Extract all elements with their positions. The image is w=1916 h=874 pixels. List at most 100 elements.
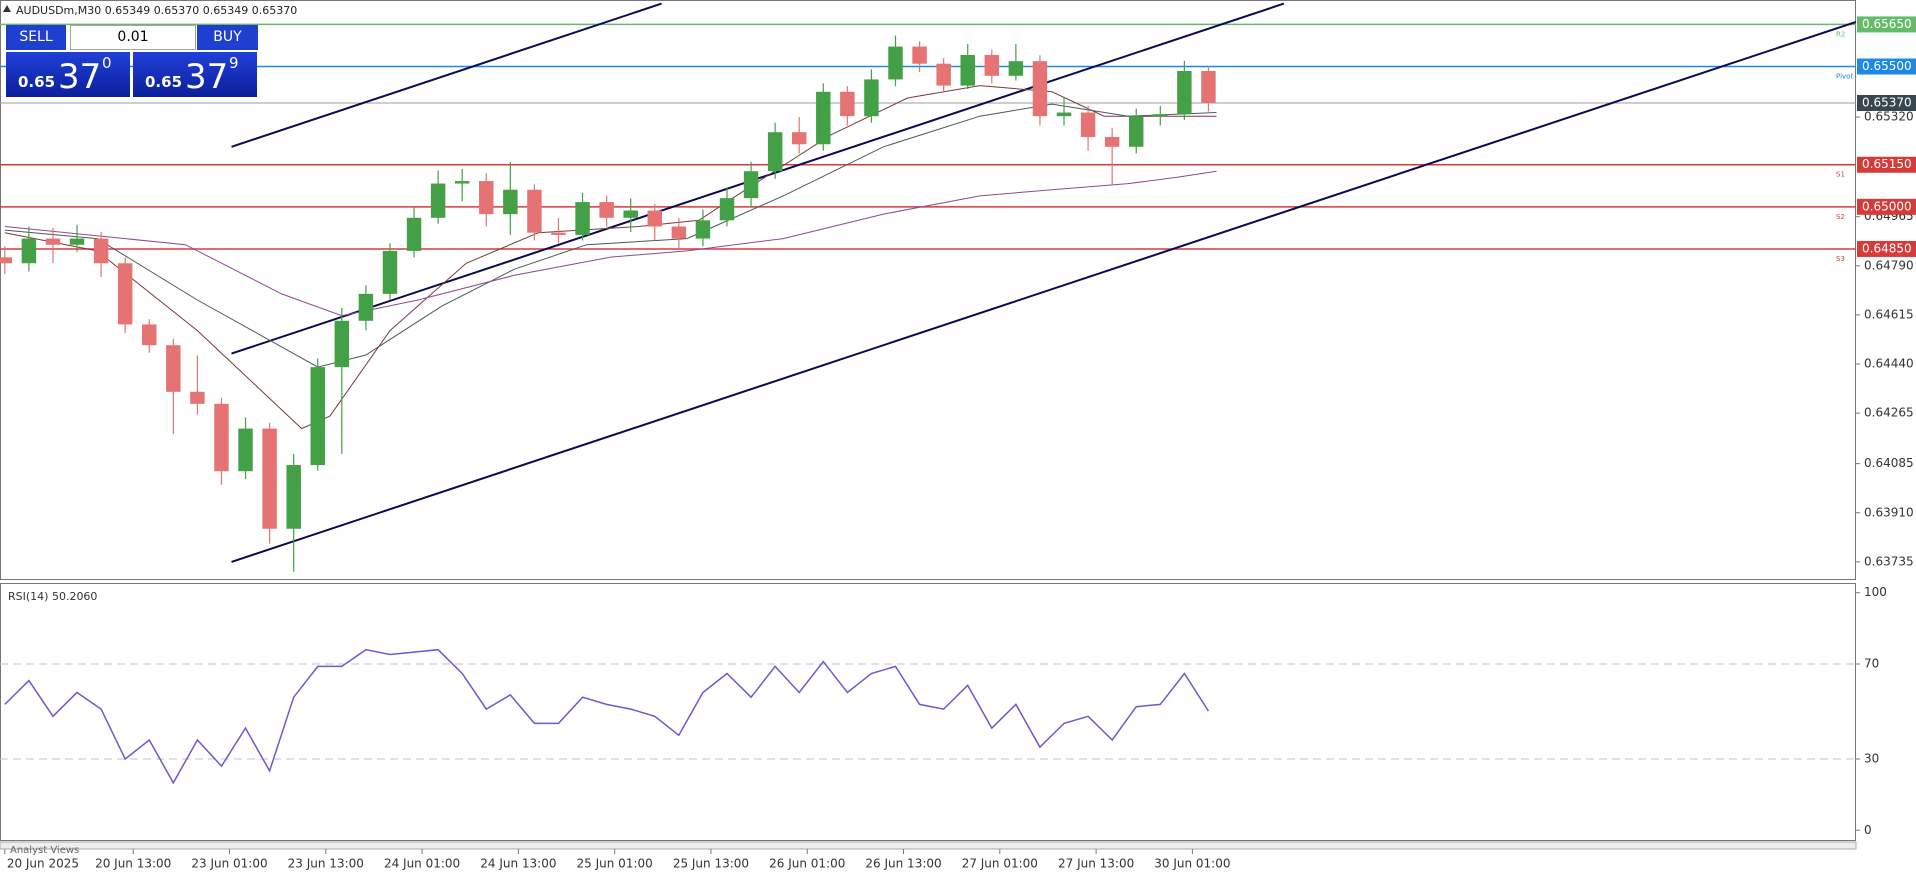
y-tick-label: 0.64085: [1864, 456, 1914, 470]
level-label-box: [1857, 156, 1916, 173]
candle-body: [454, 181, 470, 184]
candle-body: [142, 324, 157, 346]
trend-line: [231, 20, 1856, 563]
price-sup: 0: [102, 54, 112, 72]
x-tick-label: 20 Jun 2025: [7, 857, 79, 871]
candle-body: [69, 238, 85, 245]
candle-body: [310, 367, 325, 466]
y-tick-label: 0.64790: [1864, 258, 1914, 272]
candle-body: [743, 171, 759, 199]
current-price-box: [1857, 95, 1916, 112]
price-big: 37: [185, 57, 229, 97]
candle-body: [1056, 112, 1072, 117]
x-tick-label: 25 Jun 01:00: [577, 857, 653, 871]
level-tag: S1: [1836, 171, 1845, 179]
moving-average: [4, 170, 1217, 317]
sell-price[interactable]: 0.65 37 0: [6, 52, 130, 97]
level-tag: R2: [1836, 30, 1845, 38]
price-small: 0.65: [145, 73, 183, 91]
candle-body: [767, 132, 783, 172]
candle-body: [430, 183, 446, 218]
x-tick-label: 24 Jun 01:00: [384, 857, 460, 871]
x-tick-label: 20 Jun 13:00: [95, 857, 171, 871]
rsi-pane-border: [0, 583, 1856, 841]
level-label-box: [1857, 240, 1916, 257]
trend-line: [231, 2, 662, 148]
x-tick-label: 30 Jun 01:00: [1154, 857, 1230, 871]
candle-body: [527, 189, 542, 233]
trade-panel: SELL 0.01 BUY 0.65 37 0 0.65 37 9: [6, 25, 258, 97]
candle-body: [864, 79, 879, 117]
candle-body: [1104, 136, 1120, 147]
footer-tab: [0, 841, 1857, 850]
candle-body: [960, 55, 975, 86]
candle-body: [1032, 61, 1048, 117]
candle-body: [1008, 61, 1024, 76]
buy-button[interactable]: BUY: [197, 25, 258, 50]
candle-body: [45, 238, 61, 245]
y-tick-label: 0.63735: [1864, 554, 1914, 568]
candle-body: [912, 46, 927, 64]
y-tick-label: 0.64440: [1864, 357, 1914, 371]
level-label: 0.65150: [1862, 157, 1912, 171]
candle-body: [1080, 112, 1096, 137]
axes: 0.653200.649650.647900.646150.644400.642…: [4, 16, 1916, 871]
price-big: 37: [58, 57, 102, 97]
price-plot: R2 Pivot S1 S2 S3: [0, 2, 1856, 572]
candle-body: [1129, 116, 1144, 147]
x-tick-label: 24 Jun 13:00: [480, 857, 556, 871]
footer-label: Analyst Views: [10, 845, 79, 856]
rsi-plot: [0, 648, 1856, 785]
candle-body: [190, 391, 205, 404]
candle-body: [936, 63, 951, 86]
moving-average: [4, 85, 1217, 430]
chart-header: AUDUSDm,M30 0.65349 0.65370 0.65349 0.65…: [16, 4, 297, 17]
x-tick-label: 26 Jun 13:00: [865, 857, 941, 871]
price-small: 0.65: [18, 73, 56, 91]
candle-body: [551, 232, 566, 235]
level-label-box: [1857, 198, 1916, 215]
candle-body: [1201, 71, 1216, 104]
candle-body: [93, 238, 109, 264]
lot-input[interactable]: 0.01: [70, 25, 196, 50]
y-tick-label: 30: [1864, 752, 1879, 766]
candle-body: [984, 55, 1000, 76]
candle-body: [479, 181, 494, 215]
buy-price[interactable]: 0.65 37 9: [133, 52, 257, 97]
price-pane-border: [0, 0, 1856, 580]
level-label-box: [1857, 16, 1916, 33]
level-label: 0.65500: [1862, 59, 1912, 73]
x-tick-label: 23 Jun 13:00: [288, 857, 364, 871]
rsi-title: RSI(14) 50.2060: [8, 590, 97, 603]
candle-body: [695, 220, 711, 239]
level-label-box: [1857, 58, 1916, 75]
candle-body: [166, 345, 181, 392]
level-tag: S3: [1836, 255, 1845, 263]
candle-body: [816, 91, 831, 145]
moving-average: [4, 103, 1217, 368]
y-tick-label: 0.64615: [1864, 307, 1914, 321]
x-tick-label: 25 Jun 13:00: [673, 857, 749, 871]
level-tag: S2: [1836, 213, 1845, 221]
sell-button[interactable]: SELL: [6, 25, 66, 50]
level-tag: Pivot: [1836, 73, 1853, 81]
candle-body: [840, 91, 855, 117]
candle-body: [503, 189, 518, 215]
level-label: 0.65650: [1862, 17, 1912, 31]
candle-body: [1153, 114, 1168, 117]
candle-body: [382, 250, 398, 294]
candle-body: [671, 226, 687, 239]
collapse-icon[interactable]: [3, 5, 11, 12]
candle-body: [117, 263, 133, 325]
candle-body: [334, 320, 350, 368]
x-tick-label: 27 Jun 01:00: [962, 857, 1038, 871]
candle-body: [888, 46, 903, 80]
candle-body: [623, 210, 638, 218]
candle-body: [286, 465, 301, 529]
candle-body: [262, 428, 277, 529]
x-tick-label: 26 Jun 01:00: [769, 857, 845, 871]
candle-body: [238, 428, 253, 472]
candle-body: [406, 217, 422, 251]
